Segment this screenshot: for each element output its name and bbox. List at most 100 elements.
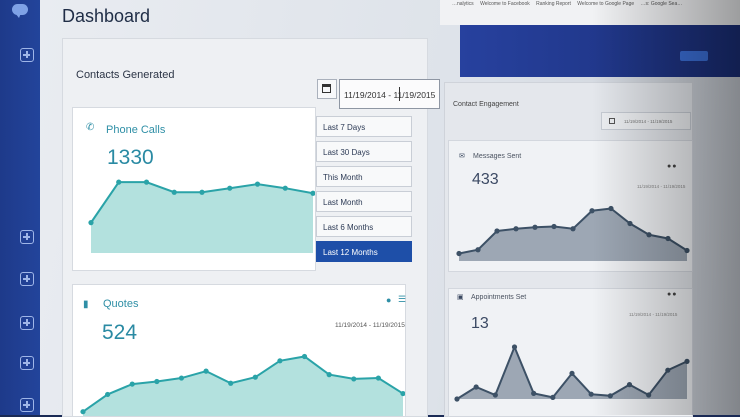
data-point[interactable] [531,390,537,396]
calendar-icon [609,118,615,124]
widget-controls-icon[interactable]: ●● [667,291,678,298]
data-point[interactable] [569,370,575,376]
data-point[interactable] [646,392,652,398]
data-point[interactable] [88,220,94,226]
plus-square-icon[interactable] [20,48,34,62]
engagement-date-range[interactable]: 11/19/2014 - 11/19/2015 [601,112,691,130]
appointments-count: 13 [471,315,489,332]
data-point[interactable] [646,232,652,238]
messages-sent-widget: ✉ Messages Sent 433 ●● 11/19/2014 - 11/1… [448,140,693,272]
data-point[interactable] [277,358,283,364]
bookmark-link[interactable]: …s: Google Sea… [640,1,683,7]
data-point[interactable] [570,226,576,232]
range-option[interactable]: Last 30 Days [316,141,412,162]
widget-label: Appointments Set [471,294,527,301]
bookmark-link[interactable]: …nalytics [452,1,474,7]
plus-square-icon[interactable] [20,316,34,330]
date-range-value: 11/19/2014 - 11/19/2015 [344,90,436,100]
data-point[interactable] [375,375,381,381]
widget-label: Quotes [103,298,139,310]
data-point[interactable] [665,235,671,242]
data-point[interactable] [326,372,332,378]
browser-bookmark-bar [440,0,740,25]
calendar-button[interactable] [317,79,337,99]
data-point[interactable] [310,190,315,196]
data-point[interactable] [511,344,518,350]
data-point[interactable] [178,375,185,381]
data-point[interactable] [532,224,538,230]
data-point[interactable] [608,205,614,212]
range-option[interactable]: This Month [316,166,412,187]
envelope-icon: ✉ [459,153,465,160]
chart-area [83,356,403,416]
data-point[interactable] [351,376,357,382]
data-point[interactable] [252,374,258,380]
data-point[interactable] [551,223,557,230]
data-point[interactable] [227,185,233,191]
quotes-chart [80,353,405,416]
data-point[interactable] [171,189,177,195]
document-icon: ▮ [83,299,89,310]
data-point[interactable] [203,368,209,374]
chart-area [459,208,687,261]
data-point[interactable] [473,384,479,390]
data-point[interactable] [626,382,633,388]
bookmark-link[interactable]: Ranking Report [536,1,571,7]
quotes-date-range: 11/19/2014 - 11/19/2015 [335,322,405,329]
range-option-selected[interactable]: Last 12 Months [316,241,412,262]
text-cursor [399,87,400,101]
quotes-widget: ▮ Quotes 524 11/19/2014 - 11/19/2015 ● ☰ [72,284,406,417]
data-point[interactable] [588,391,594,397]
data-point[interactable] [282,185,288,191]
data-point[interactable] [684,247,690,254]
data-point[interactable] [589,208,595,214]
data-point[interactable] [513,226,519,232]
data-point[interactable] [254,181,261,187]
range-option[interactable]: Last 7 Days [316,116,412,137]
data-point[interactable] [456,250,462,257]
data-point[interactable] [105,391,111,398]
calendar-icon [322,84,331,93]
header-action-button[interactable] [680,51,708,61]
appointments-date-range: 11/19/2014 - 11/19/2015 [629,312,678,317]
chat-icon[interactable] [12,4,28,18]
data-point[interactable] [454,396,460,402]
data-point[interactable] [494,228,500,234]
data-point[interactable] [665,367,671,373]
card-title: Contact Engagement [453,101,519,108]
data-point[interactable] [627,220,633,227]
data-point[interactable] [228,380,234,386]
data-point[interactable] [684,358,690,364]
range-option[interactable]: Last 6 Months [316,216,412,237]
widget-controls-icon[interactable]: ●● [667,163,678,170]
data-point[interactable] [301,353,308,360]
data-point[interactable] [154,378,160,385]
bookmark-link[interactable]: Welcome to Facebook [480,1,530,7]
messages-sent-chart [456,205,690,261]
data-point[interactable] [400,390,405,397]
data-point[interactable] [116,179,122,185]
plus-square-icon[interactable] [20,356,34,370]
data-point[interactable] [475,247,481,253]
plus-square-icon[interactable] [20,230,34,244]
series-line [82,355,404,413]
data-point[interactable] [607,393,613,399]
card-title: Contacts Generated [76,69,175,81]
plus-square-icon[interactable] [20,272,34,286]
date-range-input[interactable]: 11/19/2014 - 11/19/2015 [339,79,440,109]
data-point[interactable] [492,392,498,398]
data-point[interactable] [550,394,556,400]
data-point[interactable] [143,179,150,185]
messages-date-range: 11/19/2014 - 11/19/2015 [637,184,686,189]
data-point[interactable] [80,409,86,415]
data-point[interactable] [129,381,135,387]
dashboard-page: …nalytics Welcome to Facebook Ranking Re… [40,0,740,417]
data-point[interactable] [199,189,205,195]
bookmark-link[interactable]: Welcome to Google Page [577,1,635,7]
list-icon[interactable]: ☰ [398,294,407,304]
help-icon[interactable]: ● [386,295,392,305]
range-option[interactable]: Last Month [316,191,412,212]
plus-square-icon[interactable] [20,398,34,412]
phone-calls-widget: ✆ Phone Calls 1330 [72,107,316,271]
page-title: Dashboard [62,6,151,26]
